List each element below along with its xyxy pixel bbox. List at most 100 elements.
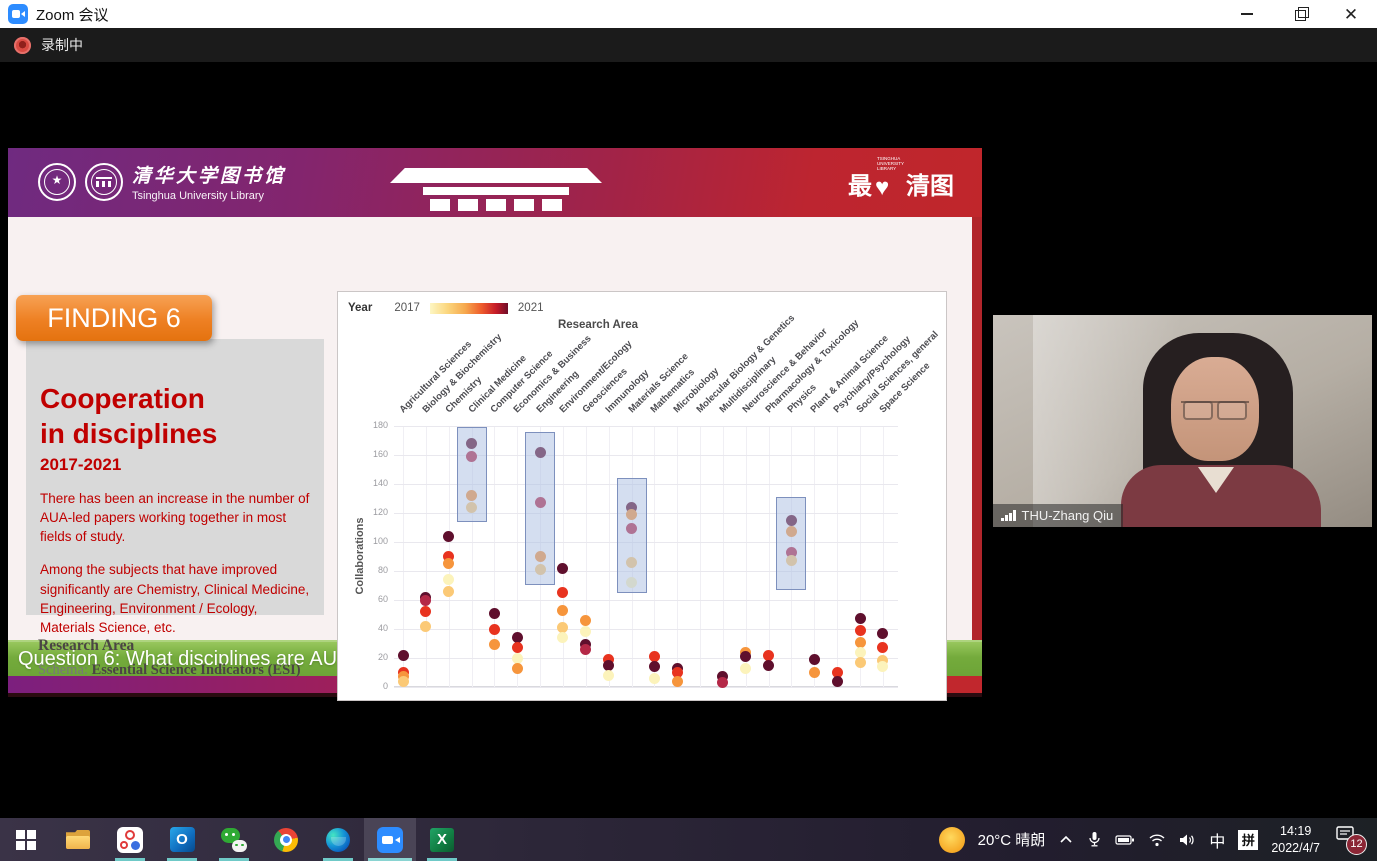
x-gridline [882, 426, 884, 687]
scatter-dot [877, 661, 889, 673]
org-name-en: Tsinghua University Library [132, 190, 265, 202]
x-gridline [677, 426, 679, 687]
y-tick-label: 0 [382, 681, 388, 691]
scatter-dot [420, 620, 432, 632]
window-controls: ✕ [1221, 0, 1377, 28]
scatter-dot [557, 622, 569, 634]
minimize-button[interactable] [1221, 0, 1273, 28]
taskbar-edge[interactable] [312, 818, 364, 861]
scatter-dot [740, 662, 752, 674]
finding-badge: FINDING 6 [16, 295, 212, 341]
scatter-dot [443, 574, 455, 586]
x-gridline [837, 426, 839, 687]
brand-small-text: TSINGHUA UNIVERSITY LIBRARY [877, 155, 904, 172]
clock-time: 14:19 [1280, 824, 1312, 839]
scatter-dot [488, 623, 500, 635]
taskbar-clock[interactable]: 14:19 2022/4/7 [1271, 823, 1320, 856]
participant-face [1171, 357, 1259, 461]
slide-header: 清华大学图书馆 Tsinghua University Library 最 TS… [8, 148, 982, 217]
y-tick-label: 20 [377, 652, 388, 662]
scatter-dot [511, 632, 523, 644]
finding-title: Cooperation in disciplines [40, 383, 218, 449]
battery-icon[interactable] [1115, 833, 1135, 847]
highlight-box [776, 497, 807, 590]
taskbar-file-explorer[interactable] [52, 818, 104, 861]
scatter-dot [831, 675, 843, 687]
ime-pinyin-indicator[interactable]: 拼 [1238, 829, 1259, 850]
y-tick-label: 60 [377, 594, 388, 604]
x-gridline [585, 426, 587, 687]
edge-icon [326, 827, 350, 852]
y-gridline [394, 687, 898, 688]
zoom-window-titlebar[interactable]: Zoom 会议 ✕ [0, 0, 1377, 28]
system-tray: 20°C 晴朗 中 拼 14:19 2022/4/7 12 [938, 818, 1377, 861]
scatter-dot [603, 659, 615, 671]
notification-badge: 12 [1346, 833, 1367, 855]
x-gridline [654, 426, 656, 687]
scatter-dot [671, 675, 683, 687]
scatter-dot [648, 672, 660, 684]
start-button[interactable] [0, 818, 52, 861]
speaker-icon[interactable] [1179, 833, 1196, 847]
library-seal-icon [85, 162, 123, 201]
signal-bars-icon [1001, 510, 1016, 521]
scatter-dot [648, 651, 660, 663]
wifi-icon[interactable] [1148, 833, 1166, 847]
taskbar-wechat[interactable] [208, 818, 260, 861]
restore-button[interactable] [1273, 0, 1325, 28]
scatter-dot [740, 651, 752, 663]
recording-label: 录制中 [41, 37, 83, 53]
scatter-dot [580, 626, 592, 638]
y-gridline [394, 455, 898, 456]
zoom-logo-icon [8, 4, 28, 24]
x-gridline [494, 426, 496, 687]
scatter-dot [557, 632, 569, 644]
chart-panel: Year 2017 2021 Research Area Collaborati… [337, 291, 947, 701]
excel-icon [430, 827, 454, 852]
y-tick-label: 40 [377, 623, 388, 633]
y-tick-label: 80 [377, 565, 388, 575]
taskbar-chrome[interactable] [260, 818, 312, 861]
scatter-dot [557, 562, 569, 574]
y-tick-label: 160 [372, 449, 388, 459]
microphone-icon[interactable] [1087, 831, 1102, 848]
slide-body: FINDING 6 Cooperation in disciplines 20 1… [8, 217, 982, 701]
zoom-icon [377, 826, 403, 853]
scatter-dot [854, 656, 866, 668]
scatter-dot [717, 671, 729, 683]
tray-chevron-icon[interactable] [1058, 832, 1074, 848]
scatter-dot [420, 606, 432, 618]
taskbar-meeting-app[interactable] [104, 818, 156, 861]
scatter-dot [808, 667, 820, 678]
highlight-box [616, 478, 647, 593]
scatter-dot [397, 649, 409, 661]
weather-sun-icon[interactable] [938, 826, 965, 853]
taskbar-outlook[interactable] [156, 818, 208, 861]
participant-video[interactable]: THU-Zhang Qiu [993, 315, 1372, 527]
scatter-dot [671, 667, 683, 678]
y-axis-title: Collaborations [354, 517, 366, 595]
taskbar-zoom[interactable] [364, 818, 416, 861]
legend-gradient-bar [429, 302, 508, 314]
ime-language-indicator[interactable]: 中 [1209, 833, 1226, 851]
y-gridline [394, 600, 898, 601]
highlight-box [456, 427, 487, 522]
legend-label: Year [348, 302, 373, 314]
x-gridline [608, 426, 610, 687]
weather-temp[interactable]: 20°C 晴朗 [977, 832, 1046, 849]
y-tick-label: 180 [372, 420, 388, 430]
taskbar-excel[interactable] [416, 818, 468, 861]
brand-logo: 最 TSINGHUA UNIVERSITY LIBRARY ♥ 清图 [848, 155, 954, 201]
shared-screen-slide: 清华大学图书馆 Tsinghua University Library 最 TS… [8, 148, 982, 701]
footnote-schema: Schema: Essential Science Indicators (ES… [38, 662, 301, 678]
scatter-dot [877, 655, 889, 667]
close-button[interactable]: ✕ [1343, 4, 1359, 24]
y-tick-label: 120 [372, 507, 388, 517]
window-title: Zoom 会议 [36, 6, 109, 24]
meeting-circles-app-icon [117, 826, 143, 853]
outlook-icon [169, 827, 195, 852]
highlight-box [525, 431, 556, 586]
scatter-dot [717, 677, 729, 689]
action-center[interactable]: 12 [1333, 825, 1367, 855]
recording-icon[interactable] [14, 36, 31, 54]
